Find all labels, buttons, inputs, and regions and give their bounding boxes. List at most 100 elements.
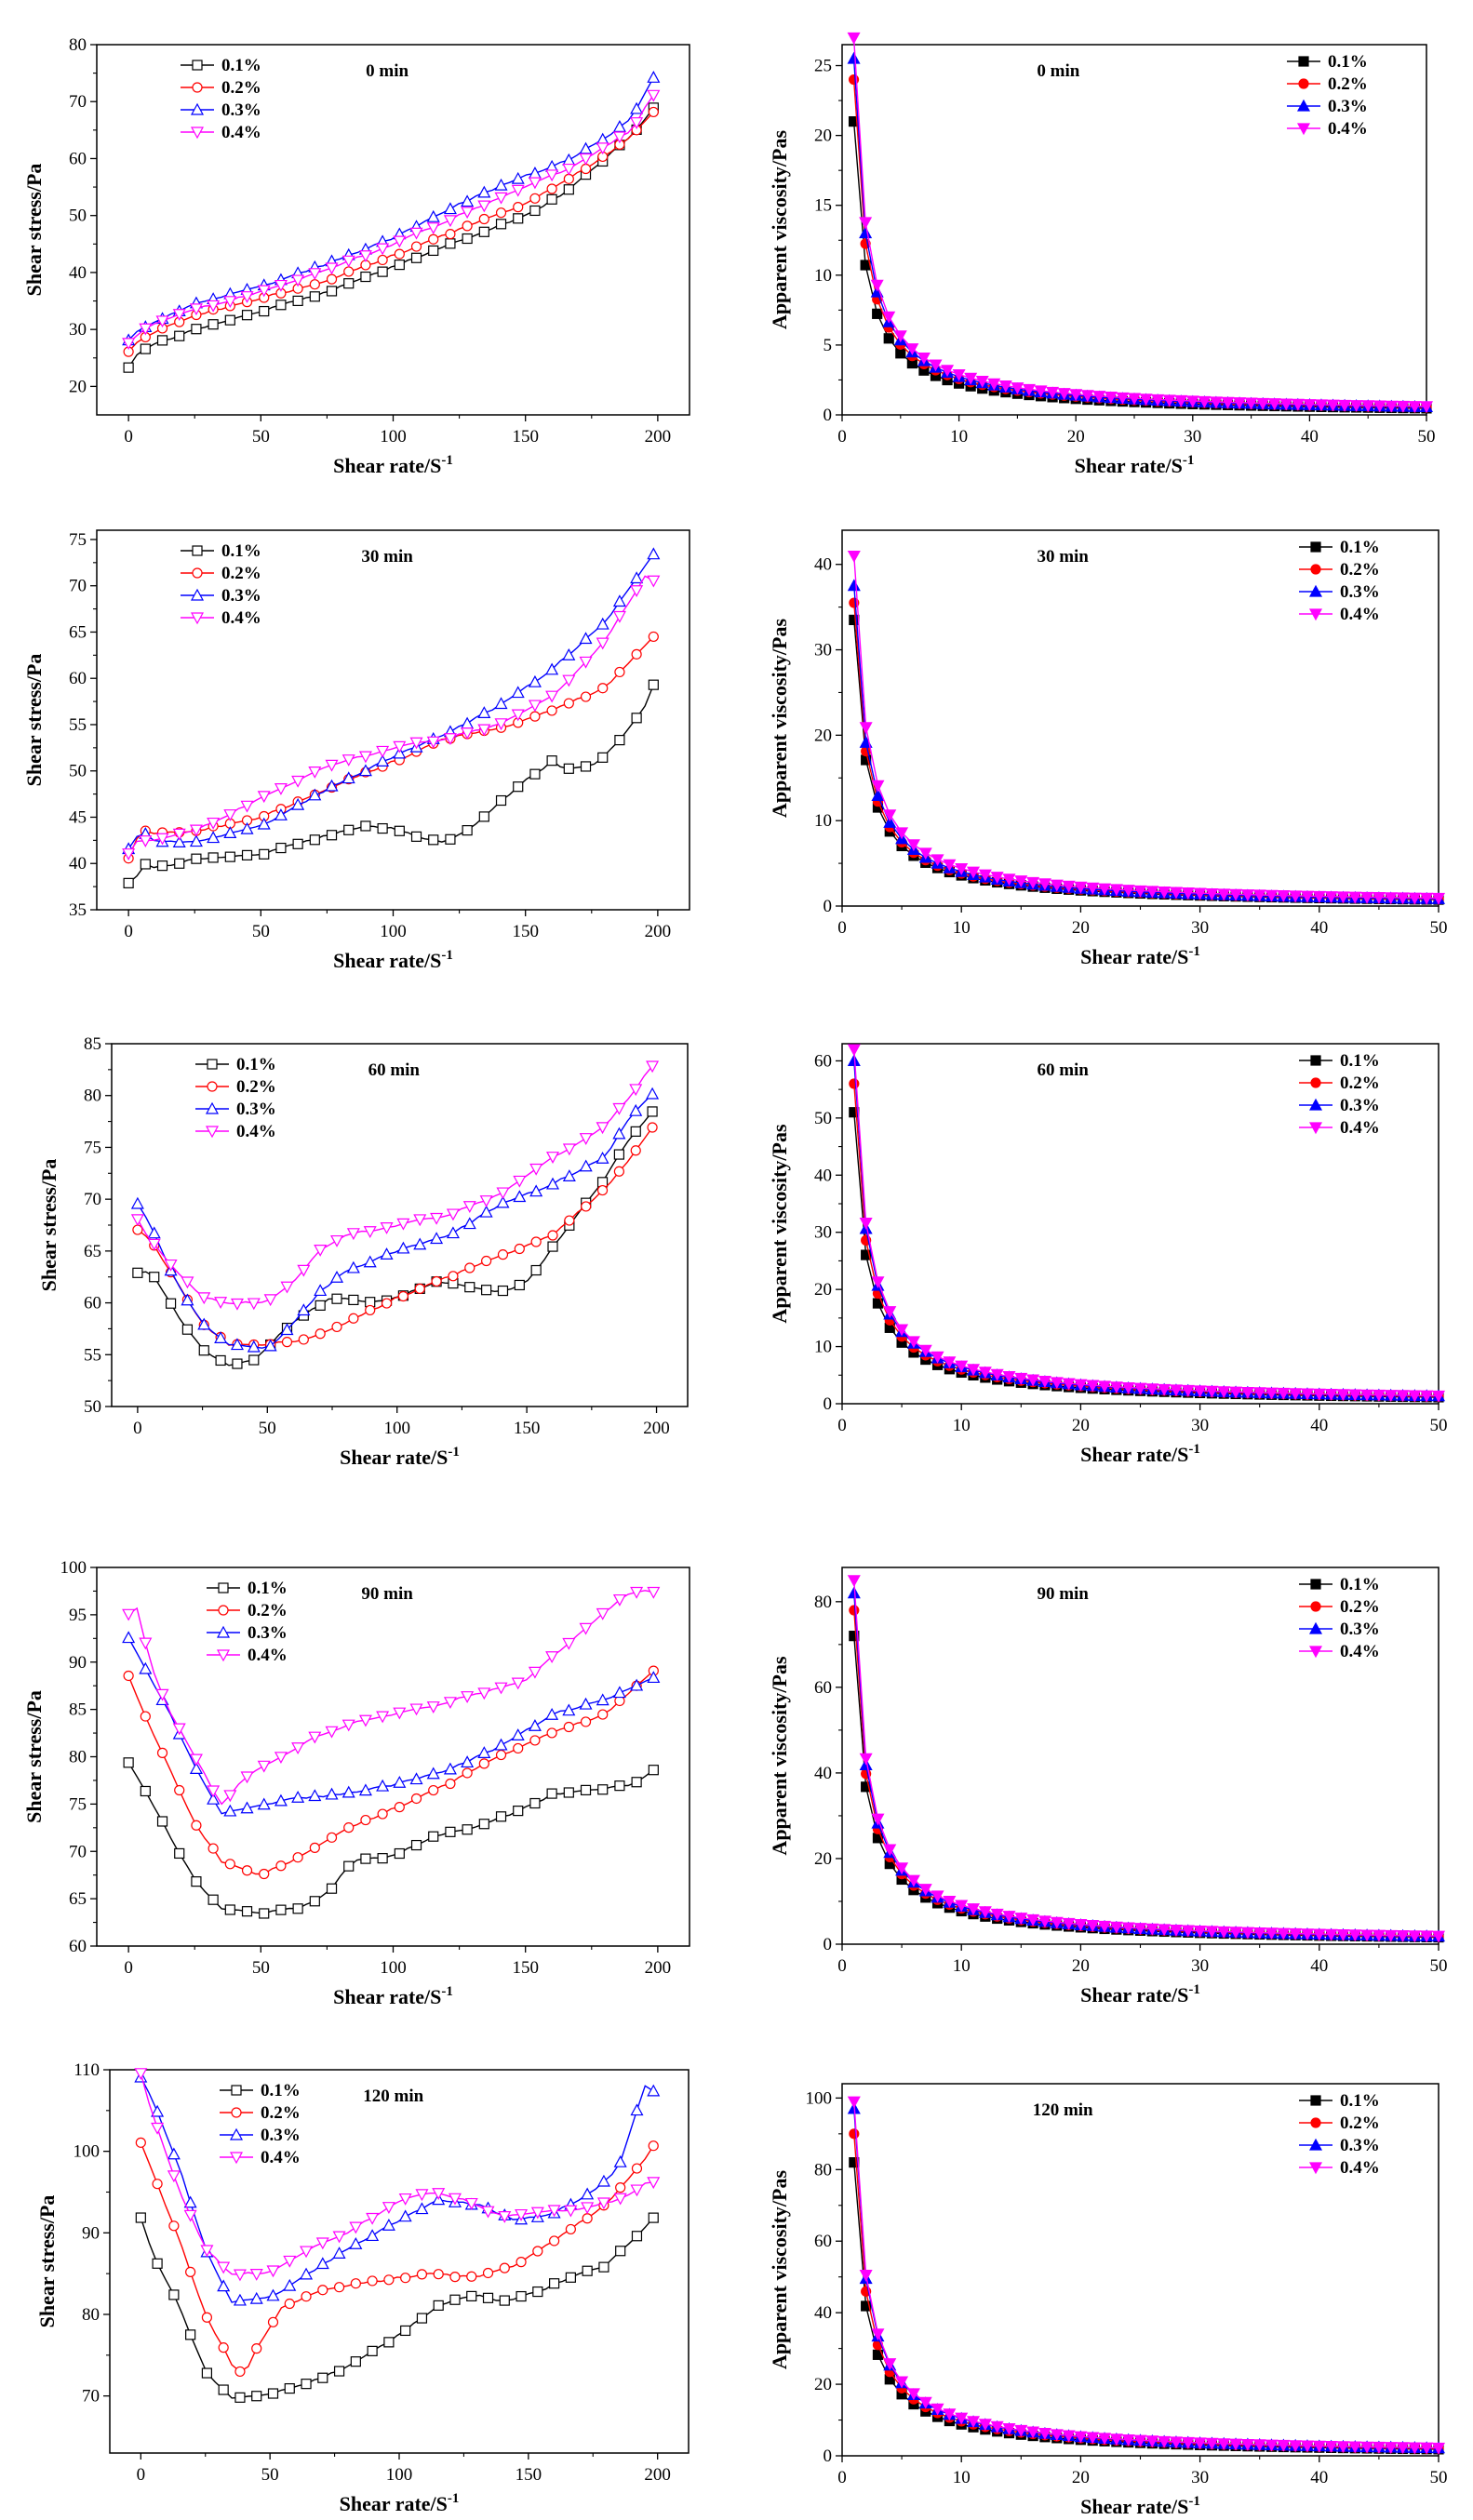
y-tick-label: 110: [74, 2060, 100, 2080]
data-point: [562, 1143, 576, 1156]
data-point: [185, 2266, 196, 2278]
legend-item-0.1%: 0.1%: [195, 1055, 276, 1074]
series-0.1%: [123, 679, 659, 888]
data-point: [426, 1767, 440, 1780]
data-point: [214, 1331, 228, 1343]
plot-frame: [109, 2069, 690, 2454]
legend-item-0.2%: 0.2%: [1287, 74, 1368, 94]
data-point: [1181, 1925, 1195, 1938]
data-point: [847, 579, 861, 592]
data-point: [233, 2293, 247, 2306]
data-point: [325, 779, 339, 792]
series-0.1%: [123, 1757, 659, 1919]
data-point: [394, 248, 405, 260]
legend-item-0.2%: 0.2%: [1299, 1597, 1380, 1617]
data-point: [208, 1843, 219, 1854]
legend-item-0.2%: 0.2%: [1299, 2113, 1380, 2133]
data-point: [513, 202, 524, 213]
data-point: [365, 1304, 376, 1316]
data-point: [291, 274, 305, 287]
data-point: [358, 250, 372, 263]
data-point: [978, 1367, 992, 1380]
legend-marker: [231, 2107, 242, 2118]
data-point: [317, 2285, 328, 2296]
legend-item-0.1%: 0.1%: [1299, 2091, 1380, 2111]
data-point: [978, 2419, 992, 2432]
legend-item-0.4%: 0.4%: [195, 1122, 276, 1141]
data-point: [1431, 892, 1446, 905]
y-tick-label: 30: [814, 1223, 832, 1243]
legend-label: 0.4%: [261, 2148, 301, 2167]
data-point: [377, 1853, 388, 1864]
y-tick-label: 40: [814, 1166, 832, 1185]
data-point: [1326, 399, 1340, 412]
legend-label: 0.1%: [221, 56, 261, 75]
x-axis-label: Shear rate/S-1: [1080, 1442, 1200, 1466]
data-point: [309, 1896, 320, 1907]
series-0.4%: [134, 2068, 661, 2282]
data-point: [461, 1691, 475, 1703]
data-point: [477, 185, 491, 198]
data-point: [201, 2312, 213, 2323]
y-tick-label: 35: [69, 900, 87, 920]
data-point: [1256, 397, 1270, 410]
data-point: [156, 1816, 168, 1827]
y-tick-label: 60: [814, 1678, 832, 1698]
x-tick-label: 30: [1184, 427, 1201, 447]
data-point: [648, 2212, 659, 2223]
data-point: [394, 1802, 405, 1813]
data-point: [497, 1249, 509, 1260]
data-point: [630, 1586, 644, 1599]
y-tick-label: 50: [84, 1397, 101, 1417]
data-point: [174, 1847, 185, 1860]
x-tick-label: 200: [644, 2465, 671, 2485]
chart-stress-0: 0 50 100 150 200 20 30 40 50 60 70 80 Shear rate/S-1…: [22, 35, 690, 477]
legend: 0.1% 0.2% 0.3% 0.4%: [207, 1579, 288, 1665]
data-point: [1385, 400, 1399, 413]
data-point: [1181, 887, 1195, 900]
data-point: [413, 1237, 427, 1250]
data-point: [612, 610, 626, 623]
data-point: [462, 233, 473, 245]
data-point: [579, 141, 593, 154]
data-point: [943, 859, 957, 872]
data-point: [1324, 2441, 1338, 2453]
legend-item-0.1%: 0.1%: [181, 541, 261, 561]
data-point: [191, 853, 202, 864]
data-point: [149, 1272, 160, 1283]
data-point: [308, 767, 322, 779]
y-tick-label: 40: [814, 555, 832, 575]
y-axis-label: Apparent viscosity/Pas: [768, 1656, 791, 1856]
data-point: [376, 243, 390, 256]
data-point: [1092, 391, 1106, 404]
legend-label: 0.1%: [236, 1055, 276, 1074]
data-point: [990, 2420, 1004, 2433]
y-tick-label: 65: [69, 622, 87, 642]
data-point: [449, 2272, 461, 2283]
data-point: [1145, 2435, 1159, 2448]
data-point: [478, 226, 489, 237]
data-point: [140, 343, 151, 354]
data-point: [257, 1760, 271, 1773]
data-point: [1408, 1390, 1422, 1403]
data-point: [563, 1721, 574, 1733]
data-point: [612, 120, 626, 132]
data-point: [847, 1575, 861, 1588]
data-point: [630, 585, 644, 598]
data-point: [883, 2358, 897, 2371]
data-point: [895, 827, 909, 840]
data-point: [849, 2128, 860, 2140]
legend-marker: [207, 1081, 218, 1092]
legend-item-0.4%: 0.4%: [181, 608, 261, 628]
y-tick-label: 65: [84, 1242, 101, 1261]
data-point: [918, 2396, 932, 2409]
data-point: [189, 1753, 203, 1767]
data-point: [528, 177, 542, 190]
data-point: [630, 1145, 641, 1156]
data-point: [382, 2202, 395, 2214]
x-tick-label: 20: [1072, 1416, 1090, 1435]
data-point: [612, 1127, 626, 1140]
x-axis-label: Shear rate/S-1: [1080, 1982, 1200, 2007]
plot-frame: [96, 1567, 690, 1947]
data-point: [1360, 2441, 1374, 2454]
